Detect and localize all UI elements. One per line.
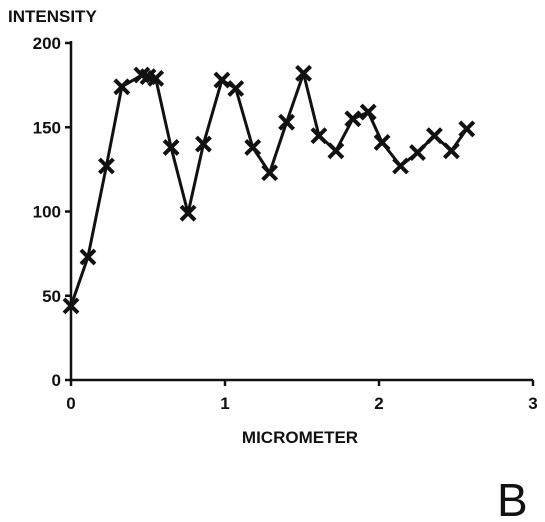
marker-stroke: [113, 78, 131, 96]
y-tick-label: 100: [33, 203, 61, 222]
marker-stroke: [409, 144, 426, 161]
data-point-marker: [213, 71, 231, 89]
marker-stroke: [373, 134, 391, 151]
data-point-marker: [113, 78, 131, 96]
x-axis-title: MICROMETER: [242, 428, 358, 447]
data-point-marker: [147, 69, 165, 87]
data-point-marker: [392, 157, 409, 175]
series-line: [69, 71, 469, 307]
marker-stroke: [426, 127, 443, 145]
data-point-marker: [344, 110, 362, 128]
data-point-marker: [409, 144, 426, 161]
marker-stroke: [147, 69, 165, 87]
data-point-marker: [62, 297, 80, 315]
marker-stroke: [133, 66, 151, 84]
marker-stroke: [458, 120, 476, 138]
marker-stroke: [442, 142, 460, 160]
marker-stroke: [295, 64, 312, 82]
data-point-marker: [458, 120, 476, 138]
data-point-marker: [442, 142, 460, 160]
data-point-marker: [227, 80, 245, 97]
marker-stroke: [261, 164, 279, 182]
marker-stroke: [359, 103, 377, 121]
marker-stroke: [179, 204, 197, 222]
x-tick-label: 0: [66, 394, 75, 413]
series: [62, 64, 476, 315]
axes: [69, 41, 533, 382]
marker-stroke: [310, 127, 328, 145]
marker-stroke: [244, 139, 262, 156]
marker-stroke: [327, 142, 345, 160]
marker-stroke: [344, 110, 362, 128]
x-tick-label: 2: [374, 394, 383, 413]
data-point-marker: [373, 134, 391, 151]
marker-stroke: [79, 248, 97, 266]
x-tick-label: 1: [220, 394, 229, 413]
panel-label: B: [497, 474, 528, 522]
y-tick-label: 200: [33, 34, 61, 53]
marker-stroke: [139, 68, 157, 86]
marker-stroke: [227, 80, 245, 97]
y-tick-label: 0: [52, 371, 61, 390]
x-tick-label: 3: [528, 394, 537, 413]
y-tick-label: 50: [42, 287, 61, 306]
marker-stroke: [392, 157, 409, 175]
data-point-marker: [295, 64, 312, 82]
data-point-marker: [426, 127, 443, 145]
data-point-marker: [359, 103, 377, 121]
data-point-marker: [310, 127, 328, 145]
data-point-marker: [244, 139, 262, 156]
marker-stroke: [162, 139, 180, 156]
ticks: 0 50 100 150 200 0 1 2 3: [33, 34, 538, 413]
data-point-marker: [278, 113, 296, 131]
marker-stroke: [62, 297, 80, 315]
data-point-marker: [162, 139, 180, 156]
data-point-marker: [327, 142, 345, 160]
data-point-marker: [98, 157, 115, 175]
data-point-marker: [179, 204, 197, 222]
data-point-marker: [195, 135, 212, 153]
y-tick-label: 150: [33, 118, 61, 137]
marker-stroke: [278, 113, 296, 131]
y-axis-title: INTENSITY: [8, 7, 97, 26]
data-point-marker: [79, 248, 97, 266]
marker-stroke: [213, 71, 231, 89]
marker-stroke: [195, 135, 212, 153]
marker-stroke: [98, 157, 115, 175]
data-point-marker: [261, 164, 279, 182]
